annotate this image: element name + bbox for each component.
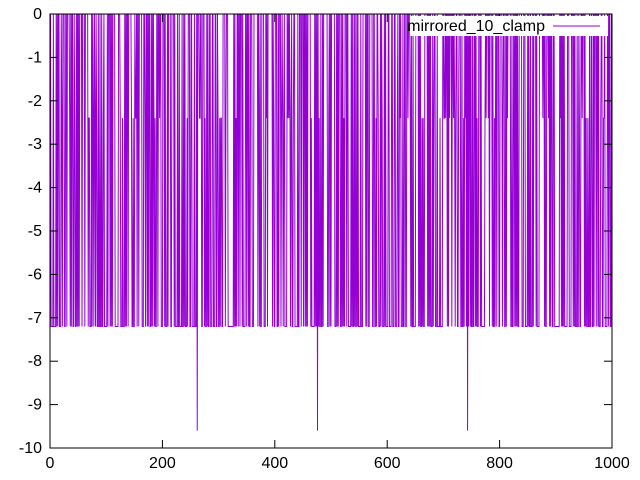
- series-line: [49, 13, 612, 431]
- y-tick-label: 0: [33, 6, 42, 23]
- y-tick-label: -8: [28, 353, 42, 370]
- y-tick-label: -5: [28, 223, 42, 240]
- y-tick-label: -10: [19, 440, 42, 457]
- x-tick-label: 800: [486, 455, 513, 472]
- x-tick-label: 200: [149, 455, 176, 472]
- x-tick-label: 600: [374, 455, 401, 472]
- x-tick-label: 1000: [594, 455, 630, 472]
- plot-content: [49, 13, 612, 431]
- y-tick-label: -2: [28, 93, 42, 110]
- y-tick-label: -3: [28, 136, 42, 153]
- x-axis: 0 200 400 600 800 1000: [46, 14, 630, 472]
- y-tick-label: -1: [28, 49, 42, 66]
- y-tick-label: -9: [28, 397, 42, 414]
- x-tick-label: 0: [46, 455, 55, 472]
- y-tick-label: -6: [28, 266, 42, 283]
- y-tick-label: -7: [28, 310, 42, 327]
- y-axis: 0 -1 -2 -3 -4 -5 -6 -7 -8 -9 -10: [19, 6, 612, 457]
- x-tick-label: 400: [261, 455, 288, 472]
- legend: mirrored_10_clamp: [407, 16, 608, 36]
- y-tick-label: -4: [28, 180, 42, 197]
- legend-label: mirrored_10_clamp: [407, 18, 545, 35]
